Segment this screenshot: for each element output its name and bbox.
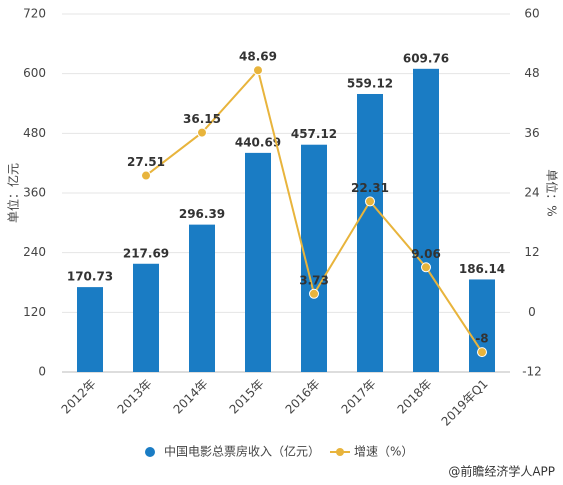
line-value-label: 36.15 — [183, 112, 221, 126]
y-tick-label: 480 — [23, 126, 46, 140]
bar-value-label: 296.39 — [179, 207, 225, 221]
bar-value-label: 440.69 — [235, 135, 281, 149]
bar — [357, 93, 383, 373]
x-tick-label: 2017年 — [339, 377, 379, 417]
bar — [77, 287, 103, 372]
legend-label: 中国电影总票房收入（亿元） — [164, 444, 320, 459]
bar — [189, 224, 215, 372]
x-tick-label: 2015年 — [227, 377, 267, 417]
bar — [413, 68, 439, 372]
y2-axis-label: 单位：% — [545, 169, 560, 216]
y2-tick-label: 0 — [528, 305, 536, 319]
bar-value-label: 559.12 — [347, 76, 393, 90]
x-tick-label: 2019年Q1 — [439, 377, 491, 429]
bar-value-label: 170.73 — [67, 270, 113, 284]
y2-tick-label: 60 — [524, 7, 539, 21]
bar — [469, 279, 495, 372]
y2-tick-label: 36 — [524, 126, 539, 140]
line-value-label: 9.06 — [411, 247, 441, 261]
y-tick-label: 360 — [23, 186, 46, 200]
x-tick-label: 2014年 — [171, 377, 211, 417]
x-tick-label: 2016年 — [283, 377, 323, 417]
y2-tick-label: 12 — [524, 245, 539, 259]
bar-value-label: 186.14 — [459, 262, 505, 276]
line-value-label: 22.31 — [351, 181, 389, 195]
bar — [133, 263, 159, 372]
source: @前瞻经济学人APP — [448, 464, 555, 479]
y-axis-label: 单位：亿元 — [6, 163, 21, 223]
y-tick-label: 120 — [23, 305, 46, 319]
bar-value-label: 457.12 — [291, 127, 337, 141]
bar-value-label: 609.76 — [403, 51, 449, 65]
y2-tick-label: 24 — [524, 186, 539, 200]
y-tick-label: 720 — [23, 7, 46, 21]
line-value-label: 27.51 — [127, 155, 165, 169]
legend-marker — [336, 448, 344, 456]
line-value-label: 48.69 — [239, 50, 277, 64]
legend-marker — [145, 447, 155, 457]
y2-tick-label: 48 — [524, 66, 539, 80]
line-point — [365, 196, 375, 207]
line-point — [421, 262, 431, 273]
line-value-label: -8 — [475, 332, 488, 346]
bar — [245, 152, 271, 372]
line-point — [197, 127, 207, 138]
x-tick-label: 2018年 — [395, 377, 435, 417]
legend-label: 增速（%） — [354, 445, 413, 459]
line-point — [477, 347, 487, 358]
line-point — [309, 288, 319, 299]
x-tick-label: 2013年 — [115, 377, 155, 417]
line-point — [253, 65, 263, 76]
x-tick-label: 2012年 — [59, 377, 99, 417]
y2-tick-label: -12 — [522, 365, 542, 379]
line-point — [141, 170, 151, 181]
bar-value-label: 217.69 — [123, 246, 169, 260]
y-tick-label: 0 — [38, 365, 46, 379]
y-tick-label: 600 — [23, 66, 46, 80]
y-tick-label: 240 — [23, 245, 46, 259]
line-value-label: 3.73 — [299, 273, 329, 287]
